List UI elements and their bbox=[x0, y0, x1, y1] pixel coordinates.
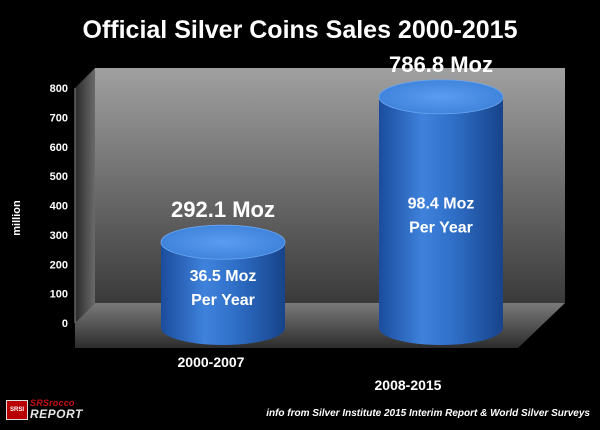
bar-inner-label: 98.4 Moz bbox=[408, 195, 475, 212]
y-tick-label: 600 bbox=[50, 142, 68, 154]
y-tick-label: 500 bbox=[50, 171, 68, 183]
x-tick-label: 2008-2015 bbox=[375, 377, 442, 393]
source-note: info from Silver Institute 2015 Interim … bbox=[266, 408, 590, 419]
bar-inner-label: Per Year bbox=[409, 219, 473, 236]
bar-inner-label: Per Year bbox=[191, 292, 255, 309]
y-tick-label: 800 bbox=[50, 83, 68, 95]
logo-top-text: SRSrocco bbox=[30, 398, 75, 408]
logo-badge: SRSI bbox=[6, 400, 28, 420]
bar-inner-label: 36.5 Moz bbox=[190, 268, 257, 285]
bar-cylinder-top bbox=[378, 79, 504, 115]
bar-value-label: 786.8 Moz bbox=[389, 52, 493, 77]
y-tick-label: 200 bbox=[50, 259, 68, 271]
bar-cylinder-top bbox=[160, 224, 286, 260]
y-tick-label: 0 bbox=[62, 318, 68, 330]
y-tick-label: 100 bbox=[50, 289, 68, 301]
bar: 786.8 Moz 98.4 Moz Per Year bbox=[378, 52, 504, 345]
bar: 292.1 Moz 36.5 Moz Per Year bbox=[160, 197, 286, 345]
side-wall bbox=[75, 68, 95, 323]
bar-cylinder-body bbox=[161, 242, 285, 345]
logo-bottom-text: REPORT bbox=[30, 407, 83, 421]
bar-cylinder-body bbox=[379, 96, 503, 345]
bar-value-label: 292.1 Moz bbox=[171, 197, 275, 222]
y-tick-labels: 0 100 200 300 400 500 600 700 800 bbox=[50, 83, 68, 330]
y-tick-label: 300 bbox=[50, 230, 68, 242]
y-tick-label: 400 bbox=[50, 201, 68, 213]
x-tick-labels: 2000-2007 2008-2015 bbox=[178, 354, 442, 393]
chart-title: Official Silver Coins Sales 2000-2015 bbox=[83, 16, 518, 44]
bars: 292.1 Moz 36.5 Moz Per Year 786.8 Moz 98.4 M… bbox=[160, 52, 504, 345]
x-tick-label: 2000-2007 bbox=[178, 354, 245, 370]
srsrocco-report-logo: SRSI SRSrocco REPORT bbox=[6, 398, 116, 424]
y-axis-label: million bbox=[11, 200, 23, 236]
y-tick-label: 700 bbox=[50, 112, 68, 124]
